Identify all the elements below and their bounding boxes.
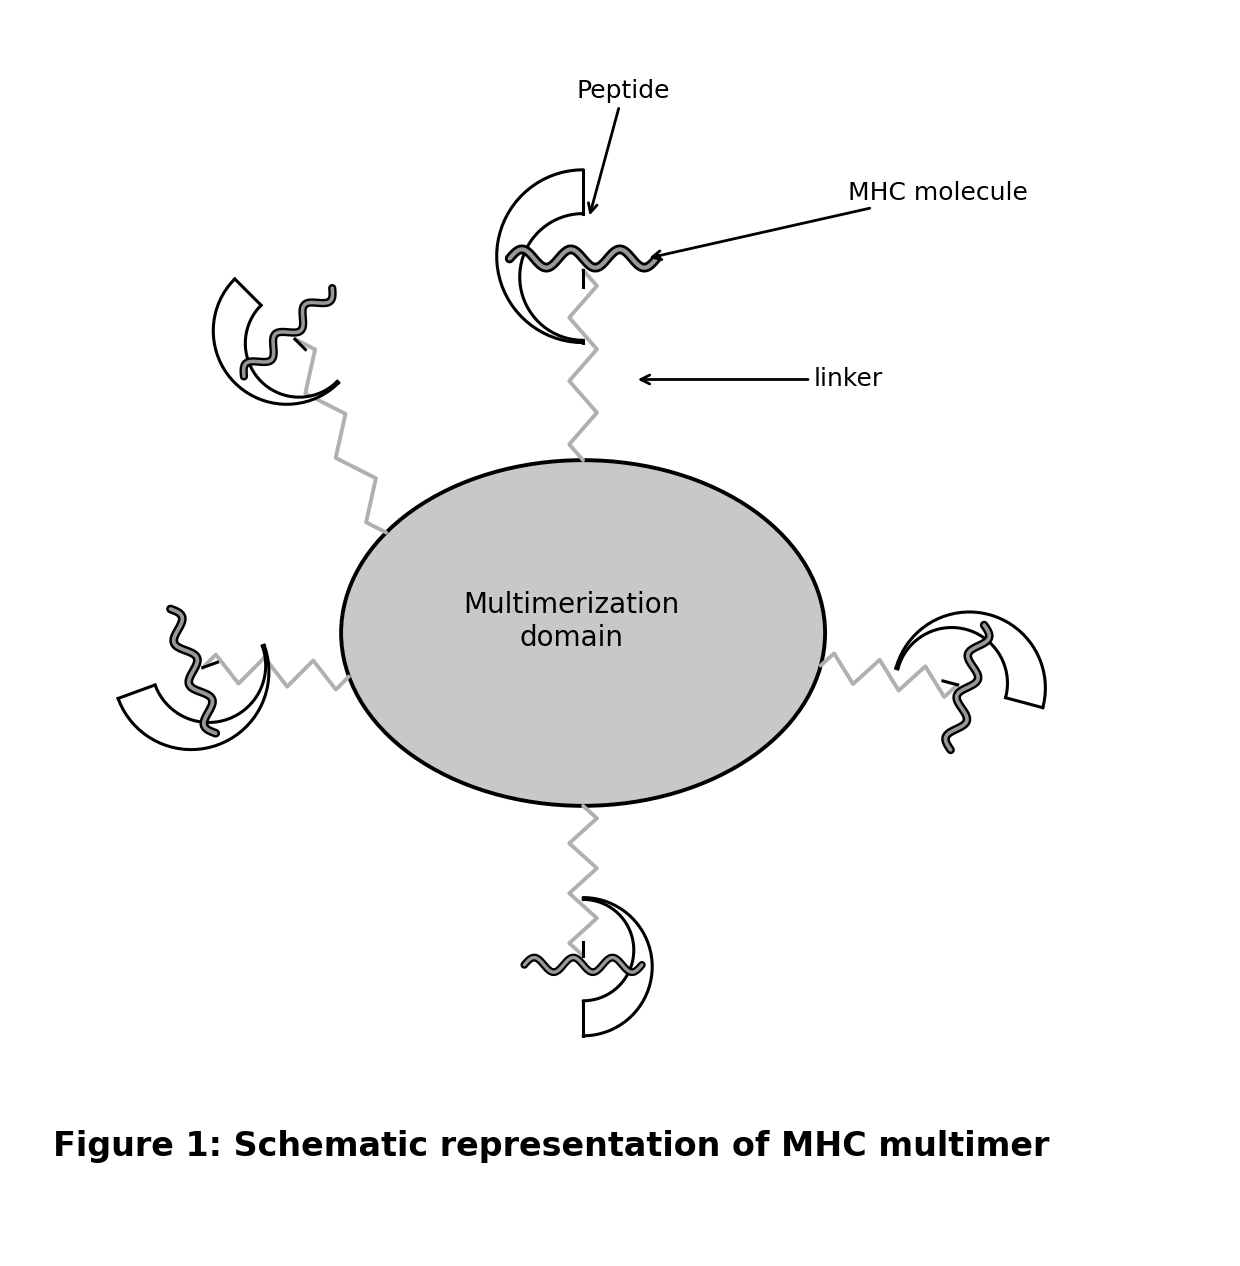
Ellipse shape <box>341 460 825 806</box>
Polygon shape <box>497 170 583 343</box>
Polygon shape <box>213 279 339 404</box>
Text: Figure 1: Schematic representation of MHC multimer: Figure 1: Schematic representation of MH… <box>53 1131 1049 1163</box>
Polygon shape <box>118 646 269 749</box>
Text: Multimerization
domain: Multimerization domain <box>464 591 680 652</box>
Text: MHC molecule: MHC molecule <box>652 181 1028 260</box>
Polygon shape <box>583 898 652 1036</box>
Text: linker: linker <box>641 367 883 391</box>
Polygon shape <box>895 611 1045 708</box>
Text: Peptide: Peptide <box>577 78 670 213</box>
